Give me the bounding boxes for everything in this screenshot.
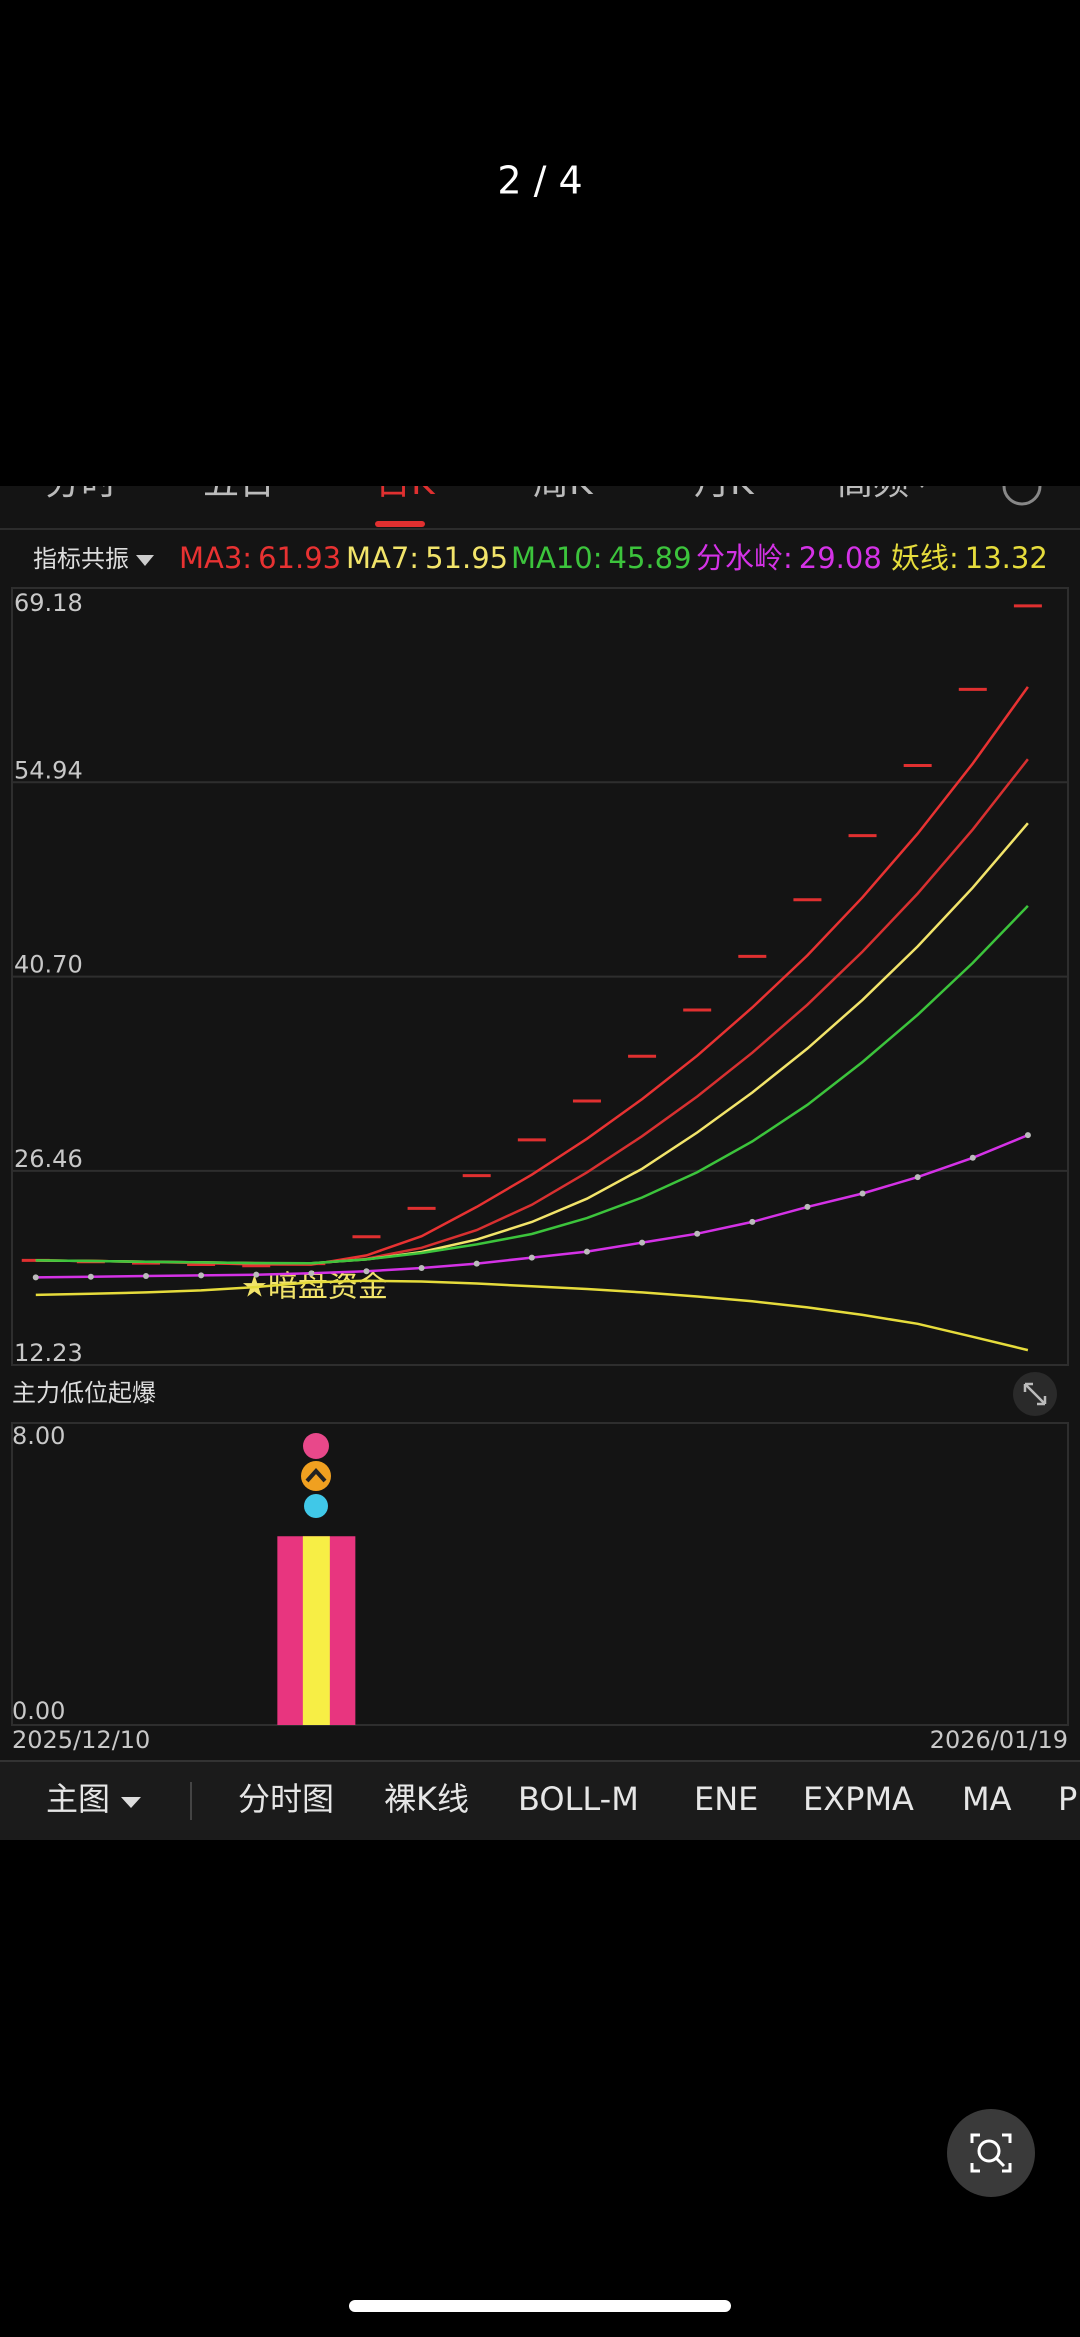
legend-name: 妖线:: [891, 541, 959, 575]
lens-frame: [970, 2133, 1012, 2173]
subchart-title: 主力低位起爆: [12, 1379, 156, 1407]
lens-glass: [977, 2139, 1001, 2163]
x-tick-label: 2026/01/19: [930, 1726, 1068, 1754]
indicator-selector[interactable]: 指标共振: [33, 545, 129, 573]
tab[interactable]: 周K: [533, 462, 594, 503]
tab[interactable]: 五日: [203, 462, 275, 503]
legend-entry: MA7: 51.95: [346, 541, 508, 575]
up-chevron: [305, 1468, 327, 1483]
toolbar: [0, 1761, 1080, 1840]
tab-underline: [375, 521, 425, 527]
toolbar-item[interactable]: BOLL-M: [518, 1780, 639, 1818]
toolbar-item[interactable]: 裸K线: [384, 1780, 469, 1818]
legend-name: MA10:: [511, 541, 603, 575]
legend-name: 分水岭:: [696, 541, 793, 575]
home-indicator: [349, 2300, 731, 2312]
series-dot: [583, 1248, 590, 1255]
legend-value: 45.89: [609, 541, 692, 575]
series-line: [35, 1279, 1029, 1352]
butterfly-icon: [304, 1494, 328, 1518]
toolbar-item[interactable]: 主图: [46, 1780, 110, 1818]
lens-button[interactable]: [947, 2109, 1035, 2197]
bar: [302, 1536, 330, 1725]
legend-entry: 妖线: 13.32: [891, 541, 1048, 575]
legend-value: 29.08: [799, 541, 882, 575]
legend-entry: MA10: 45.89: [511, 541, 692, 575]
tab[interactable]: 日K: [375, 462, 436, 503]
y-tick-label: 8.00: [12, 1422, 65, 1450]
series-dot: [142, 1273, 149, 1280]
legend-name: MA3:: [179, 541, 252, 575]
pager: 2 / 4: [497, 159, 582, 203]
y-tick-label: 54.94: [14, 756, 83, 784]
series-dot: [528, 1254, 535, 1261]
series-dot: [198, 1272, 205, 1279]
y-tick-label: 40.70: [14, 951, 83, 979]
dropdown-arrow: [121, 1797, 141, 1808]
series-dot: [308, 1270, 315, 1277]
up-icon: [301, 1461, 331, 1491]
signal-icons: [301, 1433, 331, 1518]
y-tick-label: 26.46: [14, 1145, 83, 1173]
legend-entry: 分水岭: 29.08: [696, 541, 882, 575]
app-panel: [0, 486, 1080, 1840]
series-line: [35, 905, 1029, 1265]
toolbar-item[interactable]: EXPMA: [803, 1780, 914, 1818]
series-dot: [969, 1154, 976, 1161]
y-tick-label: 69.18: [14, 589, 83, 617]
legend-name: MA7:: [346, 541, 419, 575]
x-tick-label: 2025/12/10: [12, 1726, 150, 1754]
series-dot: [1024, 1132, 1031, 1139]
series-dot: [859, 1190, 866, 1197]
series-dot: [639, 1239, 646, 1246]
tab[interactable]: 月K: [694, 462, 755, 503]
legend-value: 51.95: [425, 541, 508, 575]
expand-icon: [1023, 1382, 1047, 1406]
heart-icon: [303, 1433, 329, 1459]
legend-value: 13.32: [965, 541, 1048, 575]
series-dot: [87, 1273, 94, 1280]
y-tick-label: 0.00: [12, 1697, 65, 1725]
series-dot: [804, 1203, 811, 1210]
series-dot: [32, 1274, 39, 1281]
series-dot: [363, 1268, 370, 1275]
y-tick-label: 12.23: [14, 1339, 83, 1367]
dropdown-arrow: [136, 555, 154, 566]
tab[interactable]: 分时: [45, 462, 117, 503]
toolbar-item[interactable]: 分时图: [238, 1780, 334, 1818]
series-dot: [253, 1271, 260, 1278]
dropdown-arrow: [920, 486, 924, 488]
toolbar-item[interactable]: MA: [962, 1780, 1012, 1818]
toolbar-item[interactable]: P: [1058, 1780, 1077, 1818]
series-dot: [694, 1230, 701, 1237]
lens-handle: [994, 2156, 1006, 2168]
series-dot: [749, 1218, 756, 1225]
legend-value: 61.93: [258, 541, 341, 575]
series-dot: [473, 1260, 480, 1267]
series-dot: [418, 1264, 425, 1271]
tab[interactable]: 高频: [837, 462, 909, 503]
tab-bar: 分时 五日 日K 周K 月K 高频: [45, 462, 1042, 506]
settings-icon[interactable]: [1002, 468, 1042, 506]
series-dot: [914, 1174, 921, 1181]
legend-entry: MA3: 61.93: [179, 541, 341, 575]
toolbar-item[interactable]: ENE: [694, 1780, 758, 1818]
